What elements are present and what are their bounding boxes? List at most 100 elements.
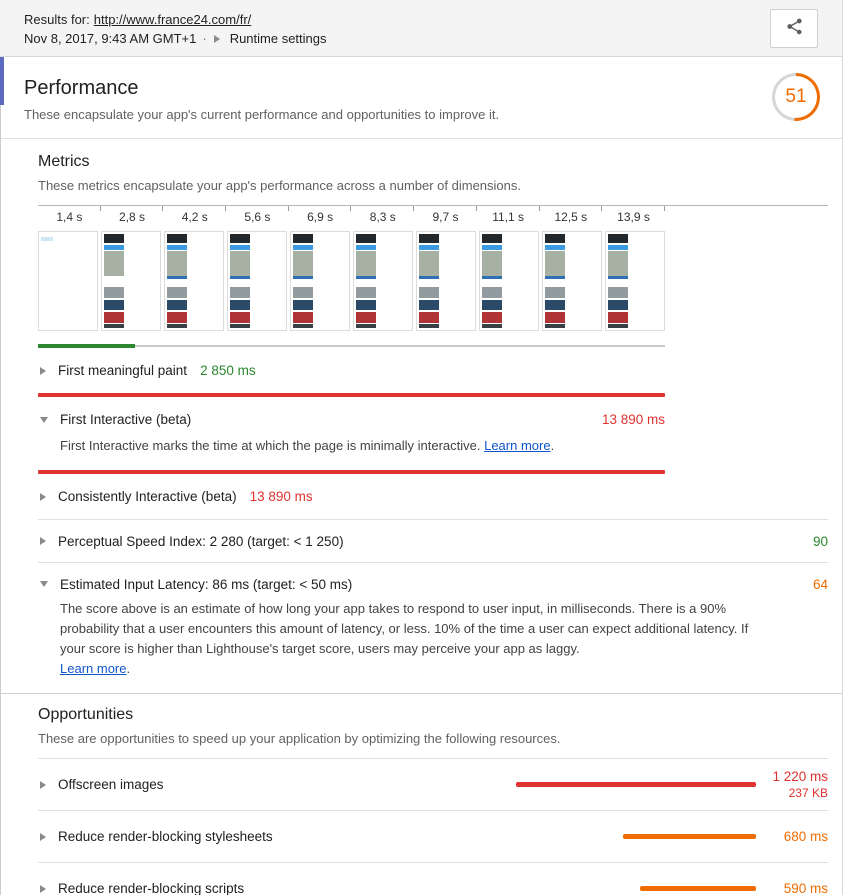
- page-screenshot: [41, 237, 61, 331]
- opportunity-bar: [640, 886, 756, 891]
- ci-value: 13 890 ms: [249, 489, 313, 504]
- expand-icon: [40, 537, 46, 545]
- audit-row-consistently-interactive[interactable]: Consistently Interactive (beta) 13 890 m…: [38, 474, 665, 519]
- ruler-tick-label: 12,5 s: [540, 206, 603, 229]
- audit-row-estimated-input-latency[interactable]: Estimated Input Latency: 86 ms (target: …: [38, 563, 828, 605]
- ruler-tick-label: 11,1 s: [477, 206, 540, 229]
- filmstrip-thumbnail: [479, 231, 539, 331]
- ci-label: Consistently Interactive (beta): [58, 489, 237, 504]
- audit-row-first-interactive[interactable]: First Interactive (beta) 13 890 ms: [38, 397, 665, 442]
- opportunity-ms: 680 ms: [783, 829, 828, 844]
- ruler-tick-label: 6,9 s: [289, 206, 352, 229]
- expand-icon: [40, 366, 46, 375]
- page-screenshot: [293, 234, 313, 328]
- opportunity-row-render-blocking-stylesheets[interactable]: Reduce render-blocking stylesheets 680 m…: [38, 811, 828, 862]
- metrics-title: Metrics: [38, 153, 90, 170]
- opportunity-bar-track: [516, 834, 756, 839]
- chevron-right-icon: [213, 34, 220, 43]
- metrics-subtitle: These metrics encapsulate your app's per…: [38, 178, 521, 193]
- opportunity-values: 1 220 ms 237 KB: [756, 769, 828, 800]
- share-button[interactable]: [770, 9, 818, 48]
- eil-label: Estimated Input Latency: 86 ms (target: …: [60, 576, 353, 592]
- opportunity-ms: 590 ms: [783, 881, 828, 895]
- opportunities-title: Opportunities: [38, 706, 134, 723]
- audit-row-perceptual-speed-index[interactable]: Perceptual Speed Index: 2 280 (target: <…: [38, 520, 828, 562]
- page-screenshot: [356, 234, 376, 328]
- filmstrip-thumbnail: [227, 231, 287, 331]
- opportunity-kb: 237 KB: [788, 786, 828, 800]
- scored-audits: Perceptual Speed Index: 2 280 (target: <…: [38, 519, 828, 679]
- metrics-section: Metrics These metrics encapsulate your a…: [0, 139, 843, 694]
- runtime-settings-label: Runtime settings: [229, 31, 327, 46]
- ruler-tick-label: 2,8 s: [101, 206, 164, 229]
- divider: [38, 862, 828, 863]
- opportunity-bar: [516, 782, 756, 787]
- fi-label: First Interactive (beta): [60, 412, 192, 427]
- fmp-value: 2 850 ms: [200, 363, 256, 378]
- opportunities-subtitle: These are opportunities to speed up your…: [38, 731, 561, 746]
- fi-description-text: First Interactive marks the time at whic…: [60, 438, 485, 453]
- performance-section-header: Performance These encapsulate your app's…: [0, 57, 843, 139]
- opportunity-row-offscreen-images[interactable]: Offscreen images 1 220 ms 237 KB: [38, 759, 828, 810]
- report-date: Nov 8, 2017, 9:43 AM GMT+1: [24, 31, 197, 46]
- section-divider: [0, 693, 843, 694]
- ci-timeline-bar: [38, 470, 665, 474]
- fi-timeline-bar: [38, 393, 665, 397]
- dot-separator: ·: [202, 31, 207, 46]
- filmstrip: [38, 231, 668, 331]
- page-screenshot: [545, 234, 565, 328]
- fi-value: 13 890 ms: [601, 412, 665, 427]
- opportunity-label: Offscreen images: [58, 777, 164, 792]
- eil-description: The score above is an estimate of how lo…: [60, 599, 765, 679]
- filmstrip-thumbnail: [101, 231, 161, 331]
- divider: [38, 562, 828, 563]
- fmp-timeline-track: [38, 344, 665, 348]
- timeline-ruler: 1,4 s 2,8 s 4,2 s 5,6 s 6,9 s 8,3 s 9,7 s 11,1 …: [38, 205, 828, 229]
- left-accent-strip: [0, 57, 4, 105]
- opportunity-row-render-blocking-scripts[interactable]: Reduce render-blocking scripts 590 ms: [38, 863, 828, 895]
- opportunity-label: Reduce render-blocking stylesheets: [58, 829, 273, 844]
- left-scroll-track[interactable]: [0, 105, 1, 895]
- ruler-tick-label: 4,2 s: [163, 206, 226, 229]
- expand-icon: [40, 492, 46, 501]
- performance-title: Performance: [24, 77, 139, 99]
- filmstrip-thumbnail: [164, 231, 224, 331]
- filmstrip-thumbnail: [416, 231, 476, 331]
- expand-icon: [40, 832, 46, 841]
- filmstrip-thumbnail: [353, 231, 413, 331]
- expand-icon: [40, 884, 46, 893]
- ruler-tick-label: 8,3 s: [351, 206, 414, 229]
- ruler-tick-label: 5,6 s: [226, 206, 289, 229]
- divider: [38, 519, 828, 520]
- eil-period: .: [126, 661, 131, 676]
- eil-description-text: The score above is an estimate of how lo…: [60, 601, 749, 656]
- filmstrip-thumbnail: [38, 231, 98, 331]
- audit-row-first-meaningful-paint[interactable]: First meaningful paint 2 850 ms: [38, 348, 665, 393]
- eil-learn-more-link[interactable]: Learn more: [60, 661, 127, 676]
- runtime-settings-toggle[interactable]: Runtime settings: [213, 29, 327, 48]
- performance-score-value: 51: [775, 76, 817, 118]
- page-screenshot: [419, 234, 439, 328]
- ruler-tick-label: 1,4 s: [38, 206, 101, 229]
- filmstrip-thumbnail: [290, 231, 350, 331]
- report-url-link[interactable]: http://www.france24.com/fr/: [93, 12, 252, 27]
- collapse-icon: [40, 416, 48, 423]
- opportunity-bar: [623, 834, 756, 839]
- fi-period: .: [550, 438, 555, 453]
- page-screenshot: [104, 234, 124, 328]
- share-icon: [785, 17, 804, 41]
- page-screenshot: [230, 234, 250, 328]
- page-screenshot: [608, 234, 628, 328]
- fi-learn-more-link[interactable]: Learn more: [484, 438, 551, 453]
- opportunity-bar-track: [516, 782, 756, 787]
- page-screenshot: [167, 234, 187, 328]
- fi-description: First Interactive marks the time at whic…: [60, 436, 765, 456]
- filmstrip-thumbnail: [605, 231, 665, 331]
- results-for-label: Results for:: [24, 12, 90, 27]
- opportunity-bar-track: [516, 886, 756, 891]
- psi-score: 90: [812, 533, 828, 549]
- performance-subtitle: These encapsulate your app's current per…: [24, 107, 500, 122]
- eil-score: 64: [812, 576, 828, 592]
- filmstrip-thumbnail: [542, 231, 602, 331]
- ruler-tick-label: 9,7 s: [414, 206, 477, 229]
